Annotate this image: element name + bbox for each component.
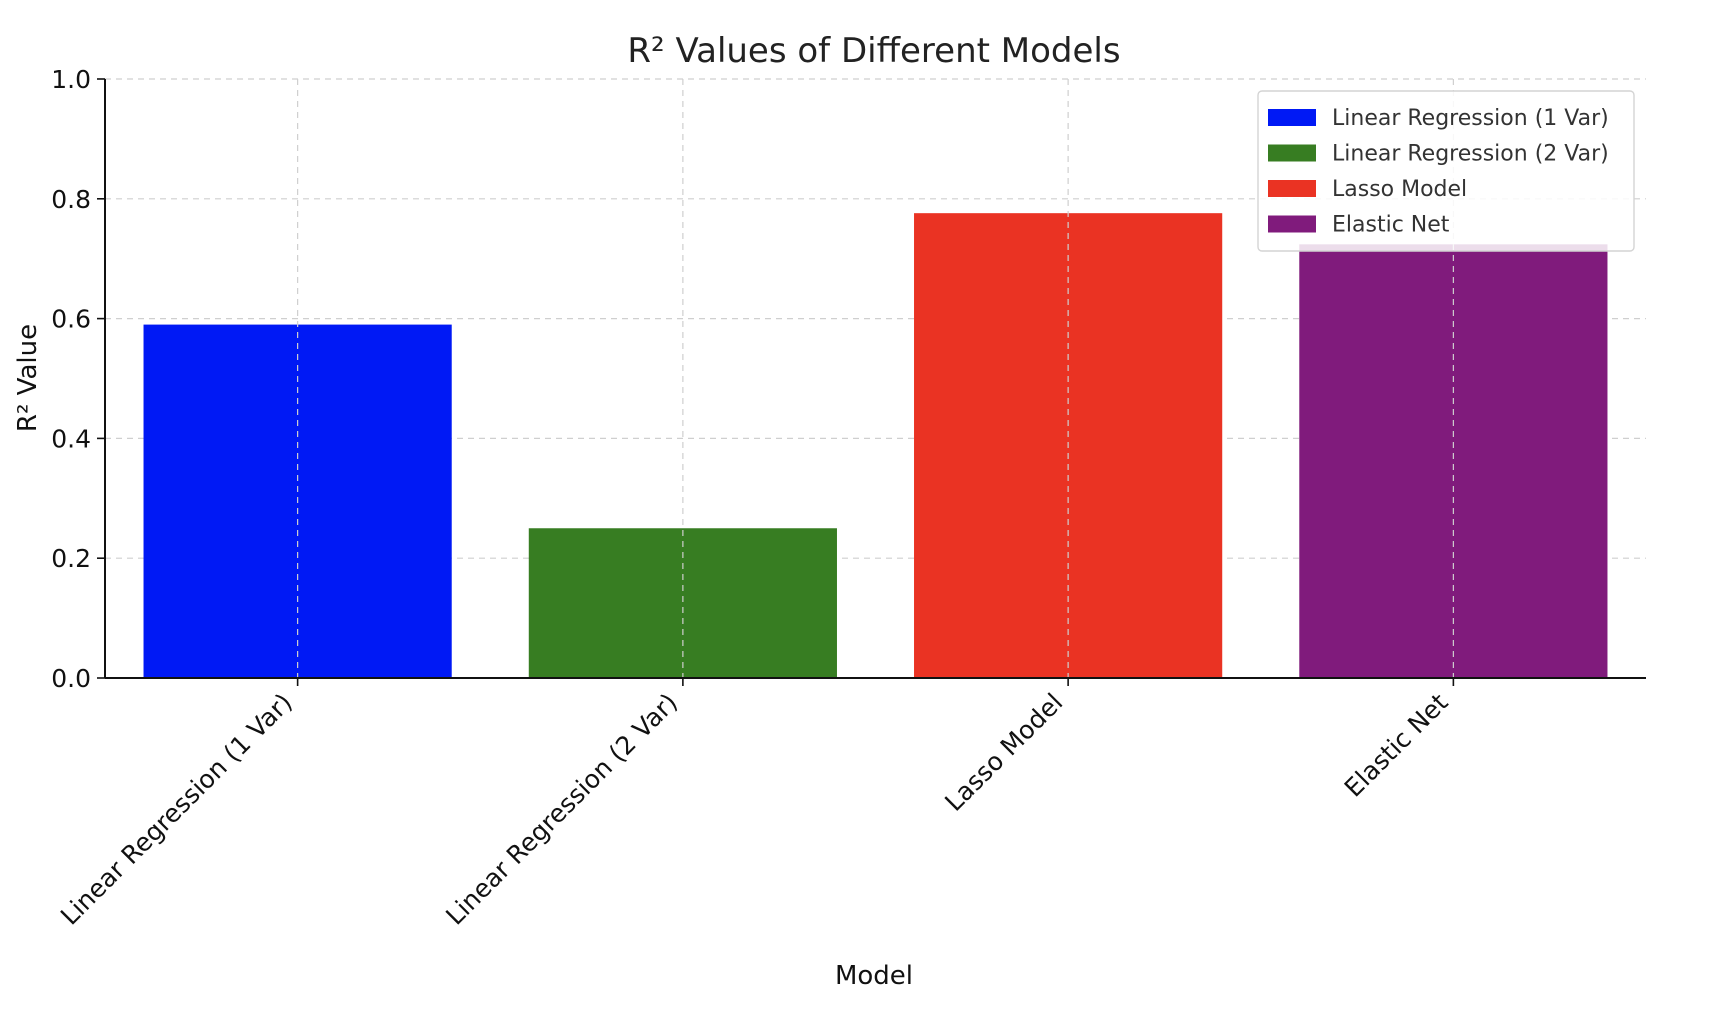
y-axis-label: R² Value — [13, 324, 43, 432]
y-tick-label: 1.0 — [51, 65, 91, 94]
y-ticks: 0.0 0.2 0.4 0.6 0.8 1.0 — [51, 65, 105, 693]
legend-swatch-1 — [1268, 109, 1316, 126]
y-tick-label: 0.6 — [51, 305, 91, 334]
bar-4 — [1299, 244, 1608, 678]
bars — [143, 79, 1608, 678]
legend-label-4: Elastic Net — [1332, 213, 1450, 238]
x-tick-label: Linear Regression (2 Var) — [440, 688, 683, 931]
x-tick-label: Linear Regression (1 Var) — [55, 688, 298, 931]
legend-box — [1257, 90, 1635, 252]
y-tick-label: 0.8 — [51, 185, 91, 214]
legend-label-1: Linear Regression (1 Var) — [1332, 106, 1609, 131]
legend-swatch-3 — [1268, 180, 1316, 197]
x-ticks: Linear Regression (1 Var) Linear Regressi… — [55, 678, 1455, 931]
legend-swatch-2 — [1268, 144, 1316, 162]
legend-swatch-4 — [1268, 215, 1316, 233]
legend-label-3: Lasso Model — [1332, 177, 1467, 202]
x-tick-label: Lasso Model — [939, 688, 1068, 817]
axes — [104, 79, 1646, 679]
x-axis-label: Model — [835, 961, 913, 991]
y-tick-label: 0.0 — [51, 664, 91, 693]
y-tick-label: 0.4 — [51, 424, 91, 453]
legend-label-2: Linear Regression (2 Var) — [1332, 142, 1609, 167]
y-tick-label: 0.2 — [51, 544, 91, 573]
x-tick-label: Elastic Net — [1339, 688, 1454, 803]
legend: Linear Regression (1 Var) Linear Regressi… — [1257, 90, 1635, 252]
chart-title: R² Values of Different Models — [627, 31, 1120, 71]
